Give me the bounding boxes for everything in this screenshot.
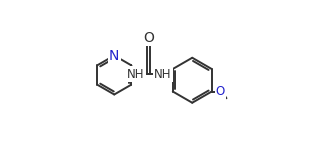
Text: O: O [216,85,225,98]
Text: NH: NH [154,68,172,81]
Text: O: O [143,30,154,45]
Text: N: N [109,48,119,63]
Text: NH: NH [127,68,145,81]
